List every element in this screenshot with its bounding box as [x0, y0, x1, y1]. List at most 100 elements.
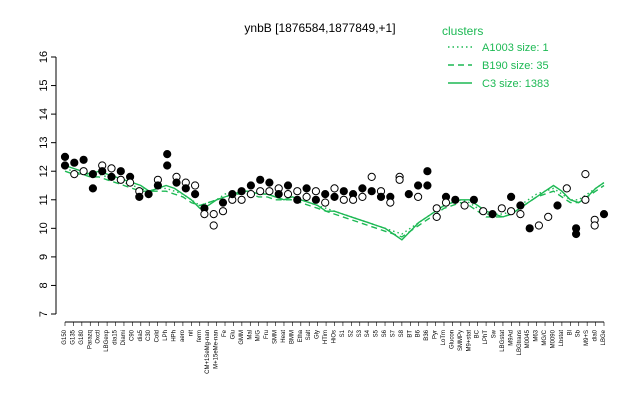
data-point [376, 192, 386, 201]
data-point [469, 195, 478, 204]
data-point [283, 190, 293, 199]
x-tick-label: G180 [79, 329, 85, 344]
data-point [237, 195, 246, 204]
x-tick-label: C90 [129, 329, 135, 341]
data-point [88, 184, 98, 193]
legend-entry-c3: C3 size: 1383 [482, 78, 549, 90]
x-tick-label: C30 [146, 329, 152, 341]
data-point [60, 161, 70, 170]
data-point [451, 195, 460, 204]
data-point [256, 187, 265, 196]
data-point [302, 192, 311, 201]
data-point [107, 164, 116, 173]
x-tick-label: Sb [576, 329, 582, 337]
data-point [367, 172, 376, 181]
data-point [404, 190, 413, 199]
legend: clusters A1003 size: 1 B190 size: 35 C3 … [442, 24, 549, 90]
data-point [414, 192, 423, 201]
data-point [153, 181, 162, 190]
x-tick-label: Heat [281, 330, 287, 343]
data-point [293, 195, 302, 204]
x-tick-label: LBGstat [500, 330, 506, 352]
data-point [395, 175, 404, 184]
data-point [98, 167, 107, 176]
x-tick-label: Bl [567, 330, 573, 335]
data-point [209, 210, 218, 219]
x-tick-label: Salt [306, 330, 312, 341]
x-tick-label: B36 [424, 329, 430, 340]
y-tick-label: 10 [38, 222, 50, 234]
y-tick-label: 16 [38, 51, 50, 63]
data-point [321, 190, 330, 199]
data-point [423, 181, 432, 190]
x-tick-label: nit [188, 330, 194, 337]
x-tick-label: Etha [298, 329, 304, 342]
data-point [191, 181, 200, 190]
data-point [311, 187, 320, 196]
data-point [246, 190, 255, 199]
x-tick-label: M/G [256, 330, 262, 342]
x-axis: G150 G135 G180 Parazq Oxctl LBGexp dia15 Diami C… [62, 321, 607, 374]
data-point [339, 195, 348, 204]
x-tick-label: HTim [323, 330, 329, 344]
y-tick-label: 14 [38, 108, 50, 120]
data-point [599, 210, 609, 219]
data-point [274, 190, 283, 199]
y-tick-label: 8 [38, 282, 50, 288]
y-tick-label: 9 [38, 254, 50, 260]
data-point [126, 178, 135, 187]
y-axis: 7 8 9 10 11 12 13 14 15 16 [38, 51, 57, 317]
x-tick-label: SMMPy [458, 330, 464, 351]
data-point [349, 195, 358, 204]
x-tick-label: dia15 [113, 329, 119, 344]
data-point [497, 204, 506, 213]
x-tick-label: MG/C [542, 329, 548, 345]
data-point [321, 198, 330, 207]
data-point [116, 175, 125, 184]
y-tick-label: 13 [38, 137, 50, 149]
data-point [60, 152, 70, 161]
x-tick-label: HiOs [332, 330, 338, 343]
x-tick-label: S6 [382, 329, 388, 337]
x-tick-label: aero [180, 329, 186, 342]
x-tick-label: Glucon [449, 330, 455, 349]
data-point [479, 207, 488, 216]
data-point [423, 167, 432, 176]
x-tick-label: M63 [534, 329, 540, 341]
data-point [302, 184, 311, 193]
data-point [88, 170, 98, 179]
x-tick-label: M9+S [584, 330, 590, 346]
data-point [358, 192, 367, 201]
x-tick-label: CM+1SeMg-nan [205, 330, 211, 374]
x-tick-label: BT [407, 330, 413, 338]
data-point [553, 201, 562, 210]
series-line-dashed [64, 170, 605, 238]
data-point [228, 190, 237, 199]
data-point [79, 155, 88, 164]
x-tick-label: G135 [70, 329, 76, 344]
data-point [163, 161, 172, 170]
data-point [163, 150, 172, 159]
data-point [414, 181, 423, 190]
data-point [507, 192, 516, 201]
x-tick-label: M0090 [550, 329, 556, 348]
data-point [246, 181, 255, 190]
y-tick-label: 7 [38, 311, 50, 317]
data-point [237, 187, 246, 196]
x-tick-label: Lbstat [559, 330, 565, 347]
x-tick-label: Cold [155, 330, 161, 342]
x-tick-label: ferm [197, 330, 203, 342]
x-tick-label: LBGexp [104, 329, 110, 351]
data-point [191, 190, 200, 199]
x-tick-label: S2 [348, 329, 354, 337]
data-point [367, 187, 376, 196]
x-tick-label: S7 [390, 329, 396, 337]
data-point [283, 181, 293, 190]
x-tick-label: B6 [416, 329, 422, 337]
data-point [200, 210, 209, 219]
data-point [516, 201, 525, 210]
data-point [218, 198, 228, 207]
series-line-dotted [64, 167, 605, 235]
x-tick-label: LoTm [441, 330, 447, 345]
